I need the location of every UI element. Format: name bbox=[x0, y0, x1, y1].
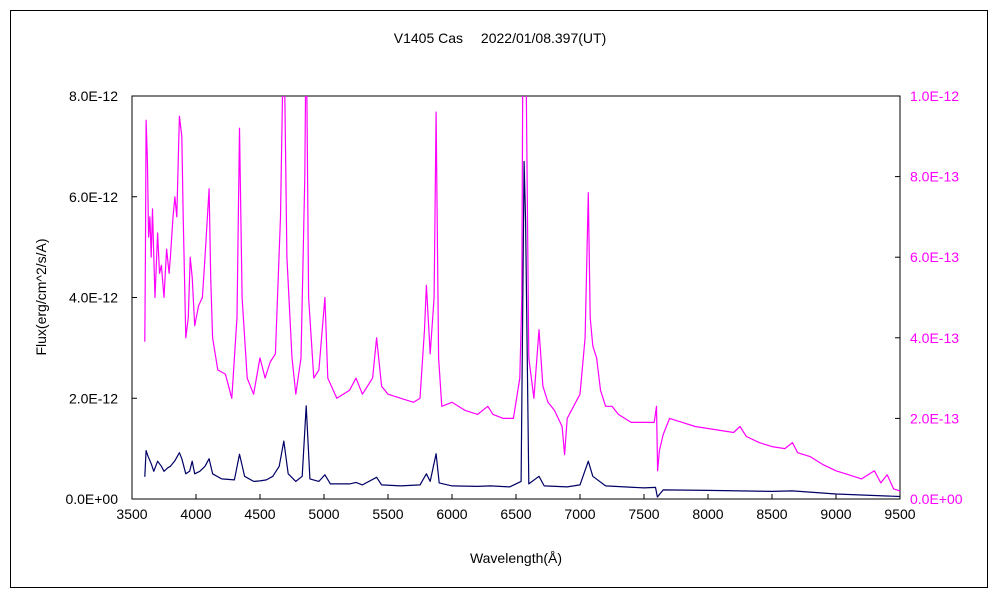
y2-tick-label: 0.0E+00 bbox=[910, 491, 963, 507]
y2-tick-label: 8.0E-13 bbox=[910, 169, 959, 185]
x-tick-label: 4500 bbox=[244, 506, 275, 522]
x-tick-label: 4000 bbox=[180, 506, 211, 522]
y2-tick-label: 6.0E-13 bbox=[910, 249, 959, 265]
x-axis-label: Wavelength(Å) bbox=[470, 550, 562, 566]
x-tick-label: 5000 bbox=[308, 506, 339, 522]
navy-spectrum-line bbox=[144, 160, 900, 498]
x-tick-label: 7000 bbox=[564, 506, 595, 522]
y-tick-label: 0.0E+00 bbox=[65, 491, 118, 507]
plot-area bbox=[131, 95, 901, 500]
y2-tick-label: 1.0E-12 bbox=[910, 88, 959, 104]
x-tick-label: 3500 bbox=[116, 506, 147, 522]
x-tick-label: 6000 bbox=[436, 506, 467, 522]
y2-tick-label: 4.0E-13 bbox=[910, 330, 959, 346]
y-tick-label: 6.0E-12 bbox=[69, 189, 118, 205]
chart-frame bbox=[10, 10, 988, 588]
y-axis-label: Flux(erg/cm^2/s/A) bbox=[33, 238, 49, 355]
magenta-spectrum-line bbox=[144, 96, 900, 492]
x-tick-label: 5500 bbox=[372, 506, 403, 522]
x-tick-label: 7500 bbox=[628, 506, 659, 522]
x-tick-label: 6500 bbox=[500, 506, 531, 522]
x-tick-label: 9000 bbox=[820, 506, 851, 522]
y-tick-label: 4.0E-12 bbox=[69, 290, 118, 306]
x-tick-label: 8500 bbox=[756, 506, 787, 522]
y2-tick-label: 2.0E-13 bbox=[910, 410, 959, 426]
y-tick-label: 8.0E-12 bbox=[69, 88, 118, 104]
x-tick-label: 8000 bbox=[692, 506, 723, 522]
y-tick-label: 2.0E-12 bbox=[69, 390, 118, 406]
x-tick-label: 9500 bbox=[884, 506, 915, 522]
chart-title: V1405 Cas 2022/01/08.397(UT) bbox=[393, 30, 607, 46]
